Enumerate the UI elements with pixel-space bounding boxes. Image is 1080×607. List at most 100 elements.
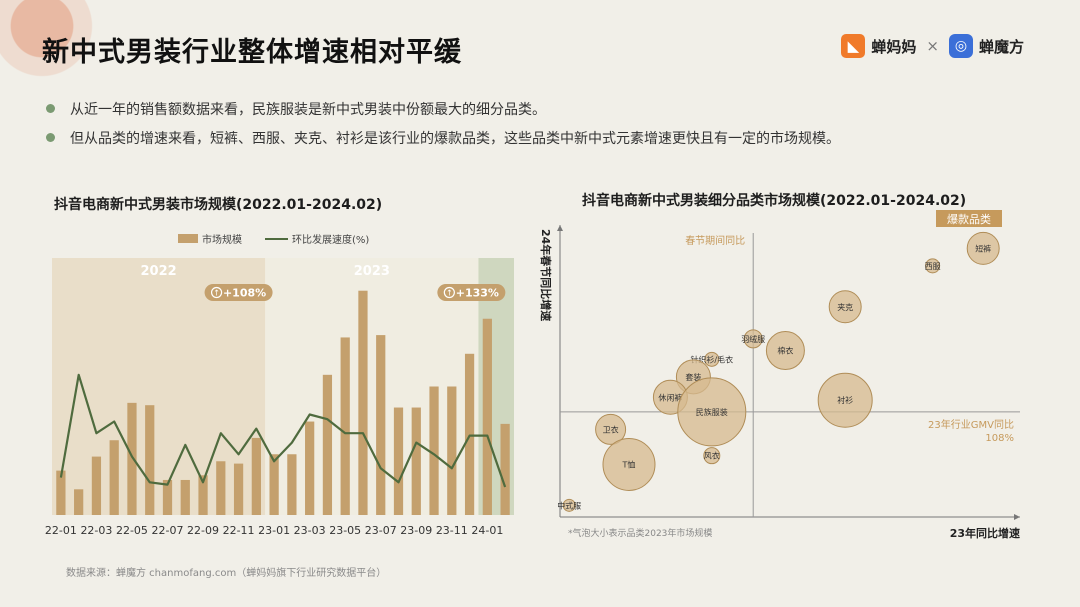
bubble-label-套装: 套装	[685, 372, 701, 382]
legend-bar-label: 市场规模	[202, 233, 242, 246]
bubble-民族服装	[677, 377, 747, 447]
bar-23-05	[340, 337, 350, 515]
bubble-衬衫	[817, 372, 873, 428]
bar-22-10	[216, 461, 226, 515]
bullet-dot-icon	[46, 133, 55, 142]
bullet-dot-icon	[46, 104, 55, 113]
brand-name-chanmofang: 蝉魔方	[978, 37, 1024, 56]
badge-2023-growth: +133%	[456, 287, 499, 300]
bubble-T恤	[602, 437, 656, 491]
hot-category-tag: 爆款品类	[947, 212, 991, 226]
up-arrow-icon	[443, 286, 455, 299]
bar-23-07	[376, 335, 386, 515]
bubble-label-针织衫/毛衣: 针织衫/毛衣	[690, 354, 733, 364]
bar-22-08	[180, 479, 190, 515]
brand-logos: ◣ 蝉妈妈 × ◎ 蝉魔方	[841, 34, 1024, 58]
chanmofang-logo-icon: ◎	[948, 34, 973, 58]
bar-23-08	[393, 407, 404, 515]
bubble-label-休闲裤: 休闲裤	[658, 392, 682, 402]
bubble-label-T恤: T恤	[622, 459, 636, 469]
bubble-label-西服: 西服	[925, 262, 941, 271]
bubble-羽绒服	[743, 329, 763, 349]
x-tick-22-03: 22-03	[80, 524, 112, 537]
bar-23-06	[358, 290, 368, 515]
bubble-size-note: *气泡大小表示品类2023年市场规模	[568, 527, 712, 539]
bubble-label-衬衫: 衬衫	[837, 395, 853, 405]
bubble-西服	[925, 258, 941, 274]
bubble-label-民族服装: 民族服装	[696, 407, 728, 417]
year-label-2022: 2022	[141, 264, 177, 279]
bar-22-01	[56, 470, 66, 515]
bubble-label-中式服: 中式服	[557, 500, 581, 510]
data-source-note: 数据来源：蝉魔方 chanmofang.com（蝉妈妈旗下行业研究数据平台）	[66, 568, 387, 579]
chanmama-logo-icon: ◣	[841, 34, 866, 58]
bar-23-10	[429, 386, 439, 515]
growth-rate-line	[59, 373, 507, 488]
bar-22-04	[109, 440, 119, 515]
x-tick-23-01: 23-01	[258, 524, 290, 537]
bar-22-03	[91, 456, 102, 515]
market-size-chart: 市场规模 环比发展速度(%)2022 2023↑ +108% ↑ +133%22-01 22…	[45, 233, 514, 537]
summary-bullets: 从近一年的销售额数据来看，民族服装是新中式男装中份额最大的细分品类。 但从品类的…	[46, 94, 840, 152]
bubble-短裤	[966, 231, 1000, 265]
bar-24-01	[482, 318, 492, 515]
x-tick-22-09: 22-09	[187, 524, 219, 537]
bar-23-04	[322, 374, 333, 515]
bar-22-09	[198, 475, 208, 515]
bubble-label-羽绒服: 羽绒服	[741, 334, 765, 344]
x-tick-22-07: 22-07	[152, 524, 184, 537]
band-2023	[265, 258, 479, 515]
x-tick-22-11: 22-11	[223, 524, 255, 537]
category-bubble-chart: 春节期间同比 23年行业GMV同比 108% 爆款品类短裤西服夹克羽绒服棉衣针织衫/毛…	[540, 210, 1020, 540]
ref-h-value: 108%	[985, 433, 1014, 444]
y-axis-title: 24年春节同比增速	[540, 229, 553, 321]
x-tick-22-01: 22-01	[45, 524, 77, 537]
bar-22-11	[233, 463, 244, 515]
up-arrow-icon	[210, 286, 223, 299]
bar-23-01	[269, 454, 279, 515]
x-tick-23-07: 23-07	[365, 524, 397, 537]
legend-line-label: 环比发展速度(%)	[292, 233, 369, 246]
ref-h-label: 23年行业GMV同比	[928, 418, 1014, 431]
x-tick-23-05: 23-05	[329, 524, 361, 537]
bullet-item: 从近一年的销售额数据来看，民族服装是新中式男装中份额最大的细分品类。	[46, 94, 840, 123]
brand-separator: ×	[926, 37, 939, 55]
bubble-中式服	[562, 498, 576, 512]
up-arrow-glyph: ↑	[213, 289, 220, 298]
bar-22-02	[74, 489, 84, 515]
badge-2022-growth-bg	[204, 284, 273, 301]
ref-v-label: 春节期间同比	[685, 234, 745, 247]
brand-name-chanmama: 蝉妈妈	[871, 37, 917, 56]
bullet-text: 从近一年的销售额数据来看，民族服装是新中式男装中份额最大的细分品类。	[70, 101, 546, 118]
x-tick-23-09: 23-09	[400, 524, 432, 537]
bubble-label-短裤: 短裤	[975, 243, 991, 253]
bullet-text: 但从品类的增速来看，短裤、西服、夹克、衬衫是该行业的爆款品类，这些品类中新中式元…	[70, 130, 840, 147]
legend-bar-swatch	[178, 234, 198, 243]
bubble-label-夹克: 夹克	[837, 302, 853, 312]
bar-22-05	[127, 402, 137, 515]
up-arrow-glyph: ↑	[446, 289, 453, 298]
year-label-2023: 2023	[354, 264, 390, 279]
bubble-夹克	[828, 290, 862, 324]
right-chart-title: 抖音电商新中式男装细分品类市场规模(2022.01-2024.02)	[582, 193, 967, 209]
x-tick-23-11: 23-11	[436, 524, 468, 537]
bubble-棉衣	[765, 331, 805, 371]
left-chart-title: 抖音电商新中式男装市场规模(2022.01-2024.02)	[54, 197, 383, 213]
bubble-label-风衣: 风衣	[704, 451, 720, 461]
hot-category-tag-bg	[936, 210, 1002, 227]
bubble-风衣	[703, 447, 721, 465]
bar-23-03	[305, 421, 315, 515]
y-axis-arrow-icon	[557, 225, 563, 231]
x-axis-title: 23年同比增速	[950, 526, 1020, 540]
bullet-item: 但从品类的增速来看，短裤、西服、夹克、衬衫是该行业的爆款品类，这些品类中新中式元…	[46, 123, 840, 152]
x-tick-24-01: 24-01	[471, 524, 503, 537]
bar-22-12	[251, 437, 261, 515]
x-tick-22-05: 22-05	[116, 524, 148, 537]
bubble-卫衣	[595, 413, 627, 445]
badge-2022-growth: +108%	[223, 287, 266, 300]
x-tick-23-03: 23-03	[294, 524, 326, 537]
bar-24-02	[500, 423, 510, 515]
bar-23-11	[447, 386, 457, 515]
x-axis-arrow-icon	[1014, 514, 1020, 520]
bubble-针织衫/毛衣	[704, 351, 720, 367]
